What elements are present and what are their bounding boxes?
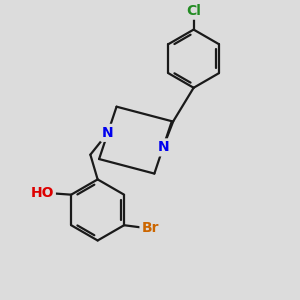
Text: N: N <box>157 140 169 154</box>
Text: HO: HO <box>30 186 54 200</box>
Text: Br: Br <box>142 220 159 235</box>
Text: N: N <box>102 126 114 140</box>
Text: Cl: Cl <box>186 4 201 18</box>
